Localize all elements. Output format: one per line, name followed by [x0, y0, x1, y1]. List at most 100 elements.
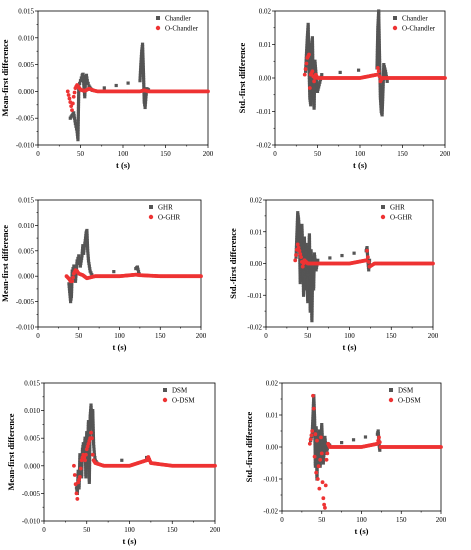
data-point: [317, 431, 322, 436]
data-point: [380, 102, 385, 107]
data-point: [382, 63, 386, 67]
data-point: [300, 223, 304, 227]
data-point: [365, 253, 370, 257]
data-point: [365, 248, 369, 253]
y-tick-label: 0.000: [18, 88, 34, 96]
y-tick-label: 0.02: [250, 197, 263, 205]
data-point: [309, 75, 313, 79]
data-point: [376, 69, 381, 74]
data-point: [310, 38, 315, 42]
chart-panel-3: 0 50 100 150 200 -0.010 -0.005 0.000 0.005 0.010 0…: [0, 197, 207, 353]
data-point: [303, 282, 307, 286]
data-point: [306, 37, 311, 42]
data-point: [323, 483, 328, 488]
x-tick-label: 100: [114, 332, 125, 340]
data-point: [141, 75, 146, 79]
data-point: [79, 259, 83, 263]
y-tick-label: 0.010: [18, 222, 34, 230]
data-point: [307, 63, 311, 67]
data-point: [86, 81, 90, 85]
data-point: [126, 81, 130, 85]
data-point: [92, 447, 96, 451]
series-chandler: [304, 9, 389, 117]
data-point: [323, 435, 327, 439]
data-point: [312, 79, 316, 84]
data-point: [378, 66, 382, 70]
data-point: [314, 426, 318, 430]
data-point: [77, 94, 81, 98]
x-tick-label: 100: [118, 150, 129, 158]
data-point: [312, 96, 316, 100]
data-point: [83, 236, 88, 240]
data-point: [72, 266, 76, 271]
data-point: [313, 424, 317, 428]
data-point: [307, 75, 311, 80]
data-point: [76, 102, 81, 106]
data-point: [76, 138, 80, 142]
data-point: [75, 261, 79, 266]
x-tick-label: 50: [314, 150, 322, 158]
data-point: [144, 92, 148, 96]
data-point: [309, 90, 313, 94]
data-point: [307, 65, 311, 69]
data-point: [295, 230, 299, 235]
data-point: [310, 41, 315, 45]
y-tick-label: 0.00: [266, 444, 279, 452]
data-point: [378, 93, 382, 98]
data-point: [87, 465, 92, 469]
data-point: [206, 89, 210, 94]
data-point: [76, 132, 80, 137]
data-point: [91, 416, 95, 420]
data-point: [310, 308, 314, 313]
data-point: [75, 259, 79, 263]
data-point: [322, 456, 326, 460]
data-point: [322, 448, 326, 452]
data-point: [377, 34, 381, 38]
data-point: [377, 29, 381, 33]
data-point: [313, 257, 317, 261]
data-point: [312, 396, 316, 400]
data-point: [76, 125, 80, 129]
x-tick-label: 100: [355, 150, 366, 158]
legend-marker: [155, 25, 161, 31]
data-point: [295, 223, 299, 227]
data-point: [315, 459, 319, 464]
data-point: [78, 81, 82, 85]
data-point: [80, 470, 84, 474]
legend-label: GHR: [158, 204, 173, 212]
legend-label: GHR: [390, 204, 405, 212]
data-point: [301, 246, 305, 250]
data-point: [72, 113, 76, 118]
data-point: [310, 311, 314, 315]
data-point: [363, 435, 368, 439]
data-point: [322, 502, 327, 507]
data-point: [377, 43, 381, 48]
data-point: [83, 95, 87, 99]
data-point: [142, 93, 146, 97]
data-point: [102, 86, 106, 90]
data-point: [306, 25, 310, 29]
data-point: [83, 92, 87, 97]
data-point: [76, 135, 80, 139]
data-point: [313, 59, 317, 63]
data-point: [87, 460, 92, 464]
data-point: [322, 453, 326, 457]
data-point: [141, 55, 145, 59]
data-point: [312, 274, 316, 279]
data-point: [315, 467, 319, 471]
legend-marker: [389, 388, 393, 392]
data-point: [139, 65, 143, 69]
data-point: [78, 453, 82, 457]
data-point: [310, 298, 314, 302]
data-point: [321, 496, 326, 501]
x-tick-label: 0: [42, 526, 46, 534]
data-point: [213, 463, 217, 468]
data-point: [139, 54, 143, 59]
data-point: [91, 411, 95, 415]
y-axis-label: Mean-first difference: [6, 413, 16, 490]
data-point: [300, 264, 305, 269]
data-point: [304, 51, 309, 55]
data-point: [378, 91, 382, 95]
chart-panel-2: 0 50 100 150 200 -0.02 -0.01 0.00 0.01 0.02 t (s) S…: [237, 8, 451, 171]
data-point: [320, 428, 324, 432]
